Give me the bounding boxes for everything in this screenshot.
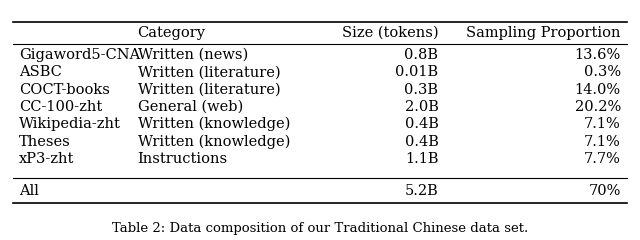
Text: 20.2%: 20.2% [575, 100, 621, 114]
Text: Written (news): Written (news) [138, 48, 248, 62]
Text: 5.2B: 5.2B [404, 184, 438, 198]
Text: 2.0B: 2.0B [404, 100, 438, 114]
Text: All: All [19, 184, 39, 198]
Text: Written (knowledge): Written (knowledge) [138, 134, 290, 149]
Text: 0.8B: 0.8B [404, 48, 438, 62]
Text: 1.1B: 1.1B [405, 152, 438, 166]
Text: Sampling Proportion: Sampling Proportion [467, 26, 621, 40]
Text: 0.4B: 0.4B [404, 134, 438, 149]
Text: 13.6%: 13.6% [575, 48, 621, 62]
Text: Written (knowledge): Written (knowledge) [138, 117, 290, 131]
Text: Size (tokens): Size (tokens) [342, 26, 438, 40]
Text: xP3-zht: xP3-zht [19, 152, 75, 166]
Text: 7.1%: 7.1% [584, 117, 621, 131]
Text: Gigaword5-CNA: Gigaword5-CNA [19, 48, 140, 62]
Text: 0.3B: 0.3B [404, 83, 438, 96]
Text: COCT-books: COCT-books [19, 83, 110, 96]
Text: Wikipedia-zht: Wikipedia-zht [19, 117, 121, 131]
Text: 0.01B: 0.01B [396, 65, 438, 79]
Text: CC-100-zht: CC-100-zht [19, 100, 102, 114]
Text: 0.3%: 0.3% [584, 65, 621, 79]
Text: 7.7%: 7.7% [584, 152, 621, 166]
Text: General (web): General (web) [138, 100, 243, 114]
Text: ASBC: ASBC [19, 65, 62, 79]
Text: 7.1%: 7.1% [584, 134, 621, 149]
Text: Theses: Theses [19, 134, 71, 149]
Text: 70%: 70% [588, 184, 621, 198]
Text: Table 2: Data composition of our Traditional Chinese data set.: Table 2: Data composition of our Traditi… [112, 222, 528, 235]
Text: Instructions: Instructions [138, 152, 228, 166]
Text: 14.0%: 14.0% [575, 83, 621, 96]
Text: Written (literature): Written (literature) [138, 65, 280, 79]
Text: Written (literature): Written (literature) [138, 83, 280, 96]
Text: 0.4B: 0.4B [404, 117, 438, 131]
Text: Category: Category [138, 26, 205, 40]
